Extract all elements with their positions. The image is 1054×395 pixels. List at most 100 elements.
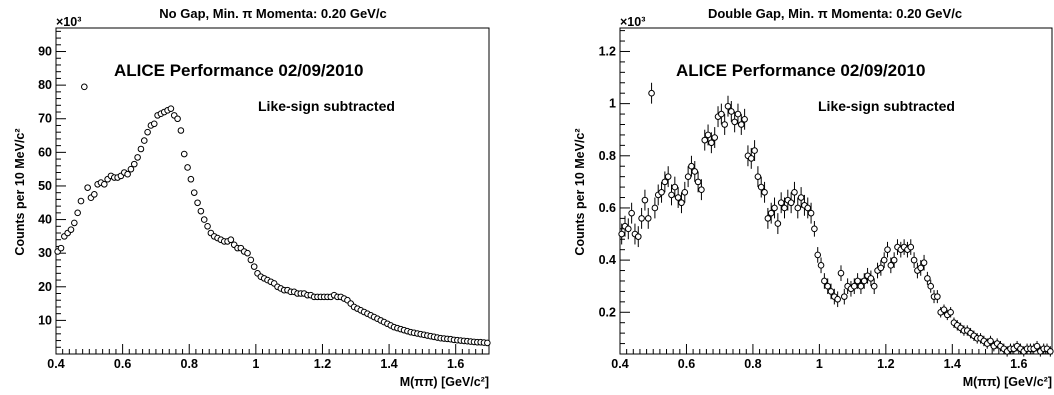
- chart-title: No Gap, Min. π Momenta: 0.20 GeV/c: [159, 6, 386, 21]
- x-tick-label: 0.6: [678, 357, 695, 371]
- data-point: [634, 233, 642, 240]
- data-point: [797, 194, 805, 201]
- data-point: [804, 204, 812, 212]
- y-tick-label: 20: [38, 280, 52, 294]
- data-point: [1047, 348, 1054, 355]
- data-point: [741, 115, 748, 123]
- data-point: [920, 259, 928, 267]
- data-point: [824, 282, 831, 290]
- data-point: [150, 120, 158, 128]
- data-point: [244, 249, 251, 257]
- data-point: [917, 264, 925, 272]
- data-point: [187, 175, 195, 183]
- data-point: [781, 204, 788, 212]
- data-point: [100, 180, 108, 188]
- data-point: [77, 197, 85, 205]
- data-point: [764, 215, 772, 222]
- data-point: [887, 262, 895, 269]
- data-point: [747, 155, 755, 162]
- data-point: [718, 110, 725, 118]
- data-point: [648, 89, 655, 97]
- data-point: [671, 183, 679, 191]
- data-point: [860, 277, 868, 285]
- data-point: [791, 189, 798, 196]
- y-tick-label: 30: [38, 246, 52, 260]
- annotation-label: Like-sign subtracted: [818, 98, 955, 114]
- data-point: [728, 108, 735, 115]
- annotation-label: Like-sign subtracted: [258, 98, 395, 114]
- x-tick-label: 1.2: [314, 357, 331, 371]
- data-point: [651, 204, 659, 212]
- data-point: [661, 178, 669, 186]
- data-point: [681, 189, 689, 196]
- data-point: [174, 115, 181, 123]
- data-point: [940, 306, 948, 313]
- data-point: [890, 256, 898, 264]
- data-point: [664, 173, 672, 180]
- data-point: [754, 173, 762, 180]
- data-point: [827, 288, 835, 295]
- data-point: [734, 110, 742, 118]
- data-point: [247, 256, 255, 264]
- data-point: [821, 277, 828, 285]
- data-point: [907, 243, 915, 251]
- x-tick-label: 0.4: [47, 357, 64, 371]
- data-point: [184, 164, 191, 171]
- y-axis-label: Counts per 10 MeV/c²: [573, 128, 587, 255]
- data-point: [134, 154, 141, 161]
- y-tick-label: 80: [38, 78, 52, 92]
- data-point: [947, 308, 954, 316]
- data-point: [668, 191, 675, 199]
- data-point: [684, 173, 692, 180]
- data-point: [927, 282, 935, 290]
- data-point: [854, 277, 861, 285]
- data-point: [811, 225, 818, 233]
- y-tick-label: 40: [38, 213, 52, 227]
- y-exponent-label: ×10³: [56, 15, 81, 29]
- data-point: [658, 189, 665, 196]
- data-point: [701, 136, 709, 144]
- panel-no-gap: No Gap, Min. π Momenta: 0.20 GeV/c ×10³ …: [13, 6, 491, 389]
- data-point: [777, 199, 785, 207]
- x-tick-label: 1.6: [447, 357, 464, 371]
- data-point: [625, 225, 632, 233]
- data-point: [71, 219, 78, 227]
- data-point: [924, 275, 931, 282]
- x-tick-label: 0.4: [611, 357, 628, 371]
- data-point: [84, 184, 91, 191]
- x-tick-label: 1.4: [944, 357, 961, 371]
- data-point: [708, 139, 715, 147]
- x-axis-label: M(ππ) [GeV/c²]: [963, 375, 1052, 389]
- data-point: [794, 204, 802, 212]
- data-point: [124, 170, 131, 178]
- performance-label: ALICE Performance 02/09/2010: [114, 61, 363, 80]
- data-point: [81, 83, 88, 91]
- y-tick-label: 70: [38, 112, 52, 126]
- y-tick-label: 10: [38, 313, 52, 327]
- data-point: [638, 215, 645, 222]
- data-point: [711, 134, 719, 141]
- data-point: [857, 282, 865, 290]
- data-point: [200, 216, 208, 223]
- x-axis-label: M(ππ) [GeV/c²]: [400, 375, 489, 389]
- data-point: [877, 264, 885, 272]
- data-point: [691, 168, 699, 175]
- data-point: [250, 263, 258, 270]
- y-tick-label: 0.8: [599, 149, 616, 163]
- data-point: [884, 246, 891, 253]
- data-points: [618, 82, 1054, 357]
- x-tick-label: 1: [816, 357, 823, 371]
- x-tick-label: 1.2: [877, 357, 894, 371]
- data-point: [177, 127, 185, 134]
- data-point: [771, 204, 778, 212]
- data-point: [787, 199, 795, 207]
- data-point: [641, 196, 649, 204]
- data-point: [127, 165, 135, 173]
- data-point: [227, 236, 235, 244]
- data-point: [880, 256, 888, 264]
- x-tick-label: 1.6: [1010, 357, 1027, 371]
- y-tick-label: 0.4: [599, 253, 616, 267]
- data-point: [814, 251, 822, 259]
- data-point: [688, 162, 695, 170]
